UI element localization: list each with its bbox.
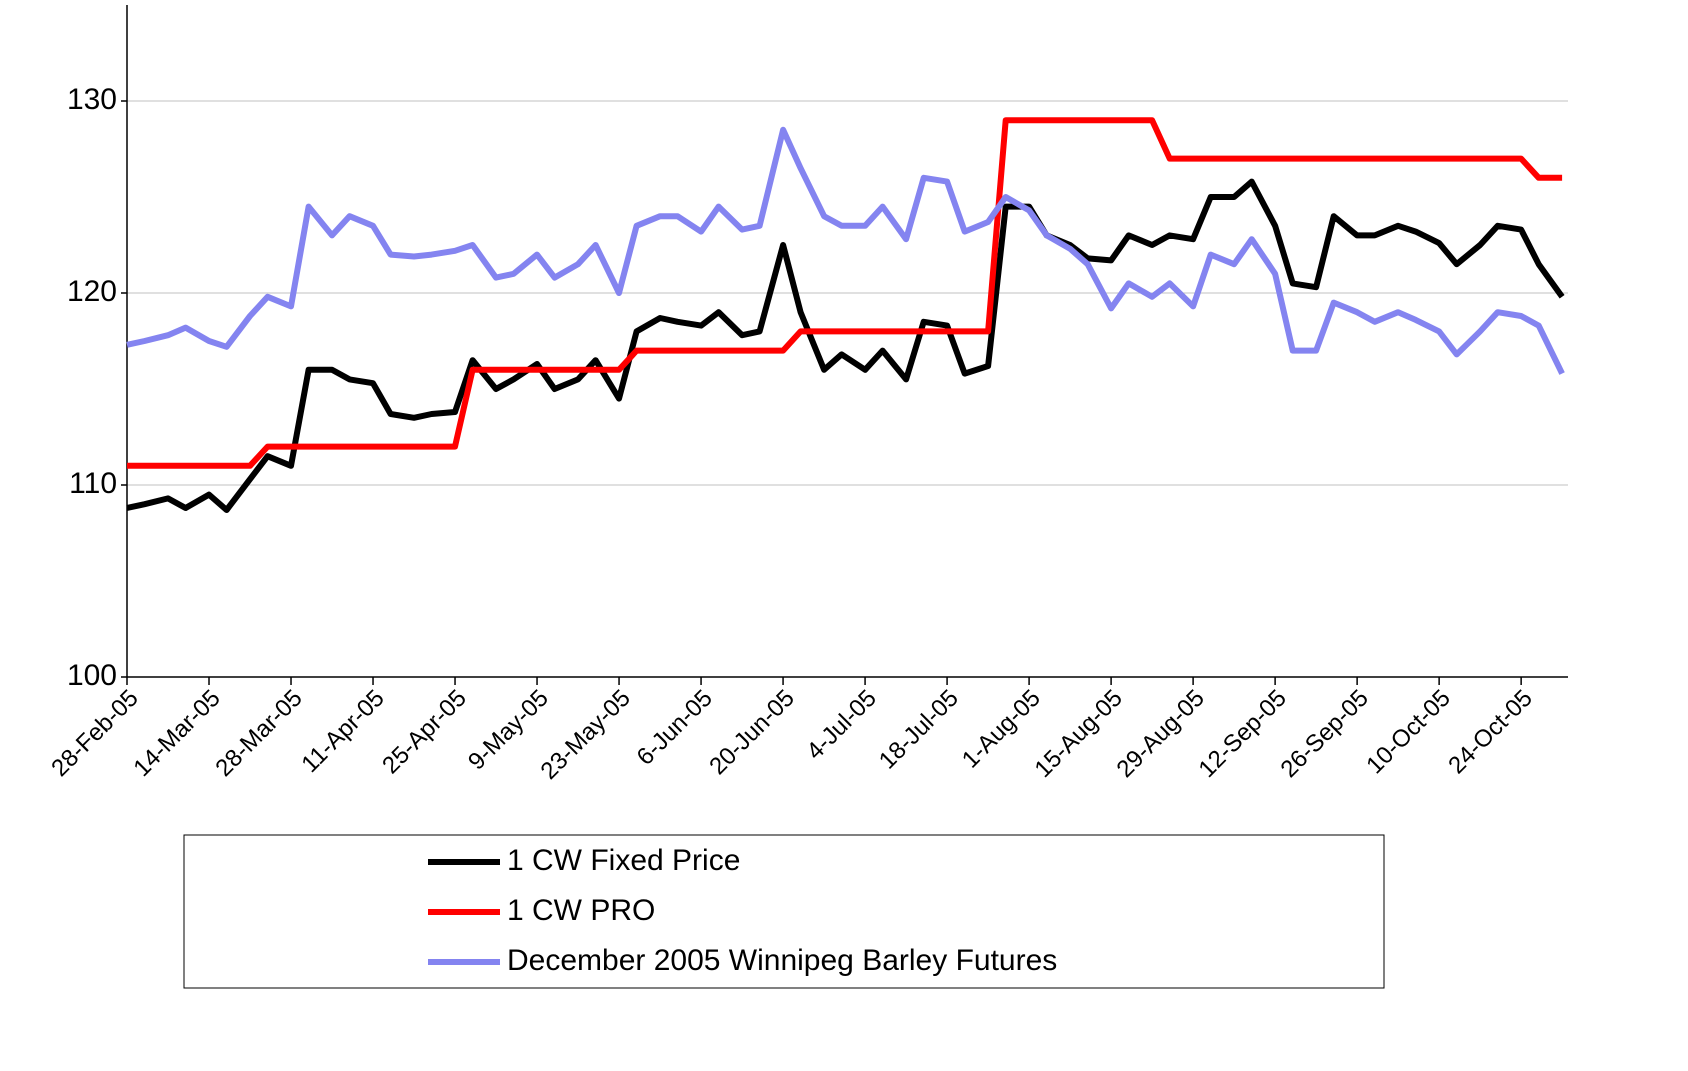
y-tick-label: 130 bbox=[67, 83, 117, 116]
x-tick-label: 20-Jun-05 bbox=[704, 685, 800, 781]
legend-box bbox=[183, 834, 1385, 989]
legend-label: December 2005 Winnipeg Barley Futures bbox=[507, 944, 1057, 977]
x-tick-label: 23-May-05 bbox=[536, 685, 636, 785]
y-tick-label: 110 bbox=[69, 467, 117, 500]
legend-label: 1 CW Fixed Price bbox=[507, 844, 740, 877]
series-line bbox=[126, 126, 1565, 375]
x-tick-label: 6-Jun-05 bbox=[632, 685, 718, 771]
x-tick-label: 25-Apr-05 bbox=[377, 685, 472, 780]
y-tick-label: 120 bbox=[67, 275, 117, 308]
x-tick-label: 14-Mar-05 bbox=[128, 685, 225, 782]
x-tick-label: 11-Apr-05 bbox=[296, 685, 389, 778]
y-tick-label: 100 bbox=[67, 659, 117, 692]
x-tick-label: 12-Sep-05 bbox=[1193, 685, 1291, 783]
x-tick-label: 10-Oct-05 bbox=[1361, 685, 1456, 780]
x-tick-label: 26-Sep-05 bbox=[1276, 685, 1374, 783]
x-tick-label: 18-Jul-05 bbox=[874, 685, 964, 775]
x-tick-label: 24-Oct-05 bbox=[1443, 685, 1538, 780]
series-line bbox=[127, 117, 1563, 469]
x-tick-label: 28-Feb-05 bbox=[46, 685, 143, 782]
x-tick-label: 4-Jul-05 bbox=[801, 685, 881, 765]
x-tick-label: 28-Mar-05 bbox=[210, 685, 307, 782]
x-tick-label: 29-Aug-05 bbox=[1111, 685, 1209, 783]
series-line bbox=[126, 178, 1565, 513]
legend-label: 1 CW PRO bbox=[507, 894, 655, 927]
x-tick-label: 15-Aug-05 bbox=[1029, 685, 1127, 783]
